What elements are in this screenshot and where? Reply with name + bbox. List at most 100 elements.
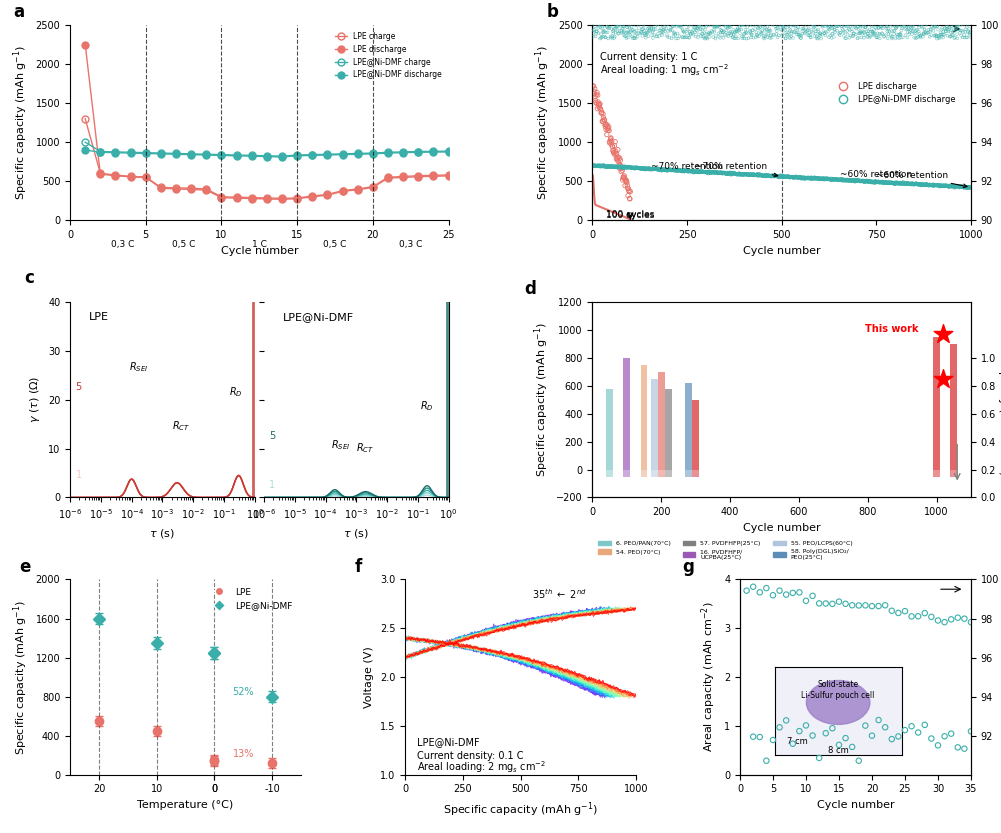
LPE discharge <box>109 171 121 181</box>
Point <box>753 20 769 33</box>
Point <box>665 19 681 32</box>
LPE@Ni-DMF discharge <box>668 163 684 177</box>
LPE@Ni-DMF discharge <box>961 181 977 194</box>
LPE@Ni-DMF discharge <box>716 167 732 180</box>
LPE@Ni-DMF discharge <box>762 169 778 182</box>
LPE@Ni-DMF discharge <box>699 167 715 180</box>
Point <box>622 20 638 33</box>
LPE@Ni-DMF discharge <box>811 172 827 185</box>
Point <box>674 31 690 44</box>
Point <box>796 23 812 37</box>
LPE@Ni-DMF discharge <box>918 177 934 191</box>
Point <box>804 25 820 38</box>
Point <box>927 20 943 33</box>
Point <box>686 21 702 34</box>
LPE@Ni-DMF discharge <box>769 169 785 182</box>
LPE@Ni-DMF discharge <box>934 179 950 192</box>
Point <box>942 30 958 43</box>
Point <box>865 25 881 38</box>
Point <box>958 31 974 44</box>
LPE@Ni-DMF discharge <box>790 171 806 184</box>
LPE@Ni-DMF discharge <box>798 172 814 185</box>
LPE@Ni-DMF discharge <box>723 167 739 180</box>
Point <box>927 29 943 42</box>
Point <box>602 17 618 30</box>
Point <box>715 28 731 42</box>
Point <box>719 17 735 30</box>
Point <box>757 32 773 45</box>
LPE@Ni-DMF discharge <box>731 167 747 180</box>
Point <box>608 19 624 32</box>
LPE@Ni-DMF discharge <box>649 162 665 176</box>
LPE discharge <box>594 107 610 120</box>
LPE@Ni-DMF discharge <box>879 177 895 190</box>
Point <box>664 32 680 45</box>
LPE@Ni-DMF discharge <box>321 150 333 160</box>
Point <box>685 16 701 29</box>
LPE@Ni-DMF discharge <box>801 172 817 185</box>
Point <box>764 17 780 31</box>
Point <box>693 22 709 36</box>
LPE@Ni-DMF discharge <box>814 172 830 185</box>
Point <box>921 17 937 30</box>
Point <box>603 19 619 32</box>
LPE@Ni-DMF discharge <box>246 152 258 162</box>
LPE@Ni-DMF discharge <box>916 178 932 192</box>
Point <box>813 28 829 42</box>
LPE@Ni-DMF discharge <box>640 162 656 176</box>
LPE@Ni-DMF discharge <box>771 169 787 182</box>
LPE@Ni-DMF discharge <box>697 166 713 179</box>
Point <box>905 24 921 37</box>
Point <box>756 29 772 42</box>
LPE discharge <box>605 139 621 152</box>
Point <box>919 27 935 40</box>
Point <box>798 719 814 732</box>
Point <box>682 27 698 40</box>
LPE@Ni-DMF charge <box>230 150 242 160</box>
Point <box>748 31 764 44</box>
Point <box>789 27 805 41</box>
Point <box>681 19 697 32</box>
LPE discharge <box>351 185 363 195</box>
LPE@Ni-DMF discharge <box>668 163 684 177</box>
LPE@Ni-DMF discharge <box>897 177 913 190</box>
Point <box>950 22 966 36</box>
LPE@Ni-DMF discharge <box>601 159 617 172</box>
Point <box>873 20 889 33</box>
LPE@Ni-DMF discharge <box>654 163 670 177</box>
Y-axis label: $\gamma$ ($\tau$) ($\Omega$): $\gamma$ ($\tau$) ($\Omega$) <box>28 377 42 423</box>
LPE@Ni-DMF discharge <box>605 159 621 172</box>
Point <box>696 21 712 34</box>
Point <box>778 32 794 45</box>
Point <box>679 22 695 36</box>
Point <box>634 22 650 36</box>
Point <box>751 29 767 42</box>
LPE@Ni-DMF discharge <box>735 168 751 182</box>
Point <box>739 27 755 40</box>
Point <box>609 17 625 31</box>
Point <box>944 28 960 42</box>
LPE discharge <box>602 135 618 148</box>
Point <box>635 22 651 36</box>
LPE@Ni-DMF discharge <box>681 164 697 177</box>
Point <box>715 26 731 39</box>
Point <box>609 21 625 34</box>
Point <box>643 17 659 30</box>
LPE@Ni-DMF discharge <box>695 165 711 178</box>
Bar <box>665 470 672 476</box>
LPE discharge <box>609 153 625 167</box>
LPE@Ni-DMF discharge <box>830 173 846 187</box>
Point <box>825 27 841 40</box>
Point <box>834 19 850 32</box>
LPE@Ni-DMF discharge <box>752 169 768 182</box>
Point <box>886 27 902 41</box>
LPE@Ni-DMF discharge <box>911 177 927 191</box>
LPE@Ni-DMF discharge <box>628 161 644 174</box>
LPE@Ni-DMF discharge <box>654 164 670 177</box>
LPE discharge <box>616 170 632 183</box>
Point <box>823 22 839 35</box>
LPE@Ni-DMF discharge <box>367 149 379 159</box>
LPE@Ni-DMF discharge <box>898 177 914 191</box>
Point <box>666 27 682 40</box>
LPE@Ni-DMF discharge <box>732 167 748 181</box>
